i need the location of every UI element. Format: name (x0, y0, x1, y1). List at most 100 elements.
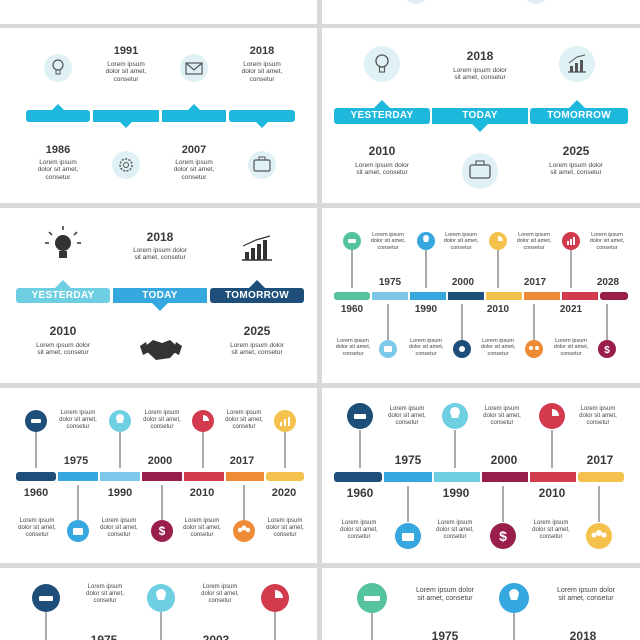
bar-chart-icon (242, 235, 272, 261)
year-label: 2010 (368, 144, 396, 158)
label-tomorrow: TOMORROW (547, 110, 611, 121)
year-label: 1975 (378, 277, 402, 288)
year-label: 2021 (559, 304, 583, 315)
timeline-bar (16, 472, 304, 481)
year-label: 1975 (63, 455, 89, 467)
label-yesterday: YESTERDAY (350, 110, 414, 121)
slide-partial-top-right (322, 0, 640, 24)
lorem-text: Lorem ipsum dolor sit amet, consetur (480, 338, 516, 357)
lorem-text: Lorem ipsum dolor sit amet, consetur (266, 518, 304, 538)
label-today: TODAY (462, 110, 498, 121)
slide-timeline-1960-2017: $ Lorem ipsum dolor sit amet, consetur L… (322, 388, 640, 563)
year-label: 1991 (113, 45, 139, 57)
briefcase-icon (462, 153, 498, 189)
people-icon (525, 340, 543, 358)
slide-partial-bottom-right: Lorem ipsum dolor sit amet, consetur Lor… (322, 568, 640, 640)
lightbulb-icon (44, 54, 72, 82)
label-today: TODAY (142, 290, 178, 301)
lorem-text: Lorem ipsum dolor sit amet, consetur (553, 338, 589, 357)
dollar-icon (490, 523, 516, 549)
year-label: 1990 (107, 487, 133, 499)
lorem-text: Lorem ipsum dolor sit amet, consetur (443, 232, 479, 251)
lorem-text: Lorem ipsum dolor sit amet, consetur (579, 406, 617, 426)
lorem-text: Lorem ipsum dolor sit amet, consetur (173, 159, 215, 181)
year-label: 2010 (486, 304, 510, 315)
lorem-text: Lorem ipsum dolor sit amet, consetur (340, 520, 378, 540)
lorem-text: Lorem ipsum dolor sit amet, consetur (370, 232, 406, 251)
lorem-text: Lorem ipsum dolor sit amet, consetur (416, 587, 474, 603)
year-label: 1990 (442, 486, 470, 500)
lorem-text: Lorem ipsum dolor sit amet, consetur (100, 518, 138, 538)
slide-yesterday-today-tomorrow-colored: 2018 Lorem ipsum dolor sit amet, consetu… (0, 208, 317, 383)
lorem-text: Lorem ipsum dolor sit amet, consetur (355, 162, 409, 177)
year-label: 2000 (490, 453, 518, 467)
year-label: 2017 (523, 277, 547, 288)
year-label: 1960 (23, 487, 49, 499)
year-label: 1986 (45, 144, 71, 156)
svg-text:$: $ (604, 345, 610, 356)
year-label: 2010 (538, 486, 566, 500)
slide-timeline-1960-2020: $ Lorem ipsum dolor sit amet, consetur L… (0, 388, 317, 563)
lorem-text: Lorem ipsum dolor sit amet, consetur (453, 67, 507, 82)
year-label: 2028 (596, 277, 620, 288)
timeline-bar (334, 292, 628, 300)
briefcase-icon (248, 151, 276, 179)
lorem-text: Lorem ipsum dolor sit amet, consetur (133, 247, 187, 262)
dollar-icon (151, 520, 173, 542)
lorem-text: Lorem ipsum dolor sit amet, consetur (549, 162, 603, 177)
year-label: 1975 (431, 629, 459, 640)
year-label: 1975 (394, 453, 422, 467)
year-label: 2025 (562, 144, 590, 158)
people-icon (233, 520, 255, 542)
slide-timeline-1960-2028: $ Lorem ipsum dolor sit amet, consetur L… (322, 208, 640, 383)
year-label: 1960 (346, 486, 374, 500)
lorem-text: Lorem ipsum dolor sit amet, consetur (408, 338, 444, 357)
lorem-text: Lorem ipsum dolor sit amet, consetur (483, 406, 521, 426)
lorem-text: Lorem ipsum dolor sit amet, consetur (557, 587, 615, 603)
year-label: 2003 (202, 633, 230, 640)
handshake-icon (140, 340, 182, 360)
year-label: 1990 (414, 304, 438, 315)
svg-text:$: $ (499, 528, 507, 544)
year-label: 2018 (466, 49, 494, 63)
year-label: 1960 (340, 304, 364, 315)
year-label: 2017 (586, 453, 614, 467)
year-label: 2000 (147, 455, 173, 467)
dollar-icon (598, 340, 616, 358)
lorem-text: Lorem ipsum dolor sit amet, consetur (589, 232, 625, 251)
slide-timeline-1986-2018: 1991 Lorem ipsum dolor sit amet, consetu… (0, 28, 317, 203)
year-label: 1975 (90, 633, 118, 640)
lorem-text: Lorem ipsum dolor sit amet, consetur (532, 520, 570, 540)
lightbulb-icon (45, 226, 81, 258)
label-yesterday: YESTERDAY (31, 290, 95, 301)
lorem-text: Lorem ipsum dolor sit amet, consetur (436, 520, 474, 540)
lorem-text: Lorem ipsum dolor sit amet, consetur (225, 410, 263, 430)
lorem-text: Lorem ipsum dolor sit amet, consetur (516, 232, 552, 251)
lorem-text: Lorem ipsum dolor sit amet, consetur (86, 584, 124, 604)
lorem-text: Lorem ipsum dolor sit amet, consetur (37, 159, 79, 181)
year-label: 2020 (271, 487, 297, 499)
year-label: 2018 (146, 230, 174, 244)
year-label: 2018 (569, 629, 597, 640)
year-label: 2010 (189, 487, 215, 499)
timeline-bar (26, 104, 295, 128)
svg-text:$: $ (159, 524, 166, 538)
lorem-text: Lorem ipsum dolor sit amet, consetur (59, 410, 97, 430)
year-label: 2007 (181, 144, 207, 156)
gear-icon (112, 151, 140, 179)
lorem-text: Lorem ipsum dolor sit amet, consetur (183, 518, 221, 538)
lorem-text: Lorem ipsum dolor sit amet, consetur (335, 338, 371, 357)
lorem-text: Lorem ipsum dolor sit amet, consetur (143, 410, 181, 430)
lorem-text: Lorem ipsum dolor sit amet, consetur (18, 518, 56, 538)
lorem-text: Lorem ipsum dolor sit amet, consetur (201, 584, 239, 604)
lorem-text: Lorem ipsum dolor sit amet, consetur (230, 342, 284, 357)
lightbulb-icon (364, 46, 400, 82)
slide-partial-bottom-left: Lorem ipsum dolor sit amet, consetur Lor… (0, 568, 317, 640)
slide-yesterday-today-tomorrow-cyan: 2018 Lorem ipsum dolor sit amet, consetu… (322, 28, 640, 203)
timeline-bar (334, 472, 624, 482)
label-tomorrow: TOMORROW (225, 290, 289, 301)
lorem-text: Lorem ipsum dolor sit amet, consetur (241, 61, 283, 83)
year-label: 2000 (451, 277, 475, 288)
lorem-text: Lorem ipsum dolor sit amet, consetur (105, 61, 147, 83)
lorem-text: Lorem ipsum dolor sit amet, consetur (388, 406, 426, 426)
